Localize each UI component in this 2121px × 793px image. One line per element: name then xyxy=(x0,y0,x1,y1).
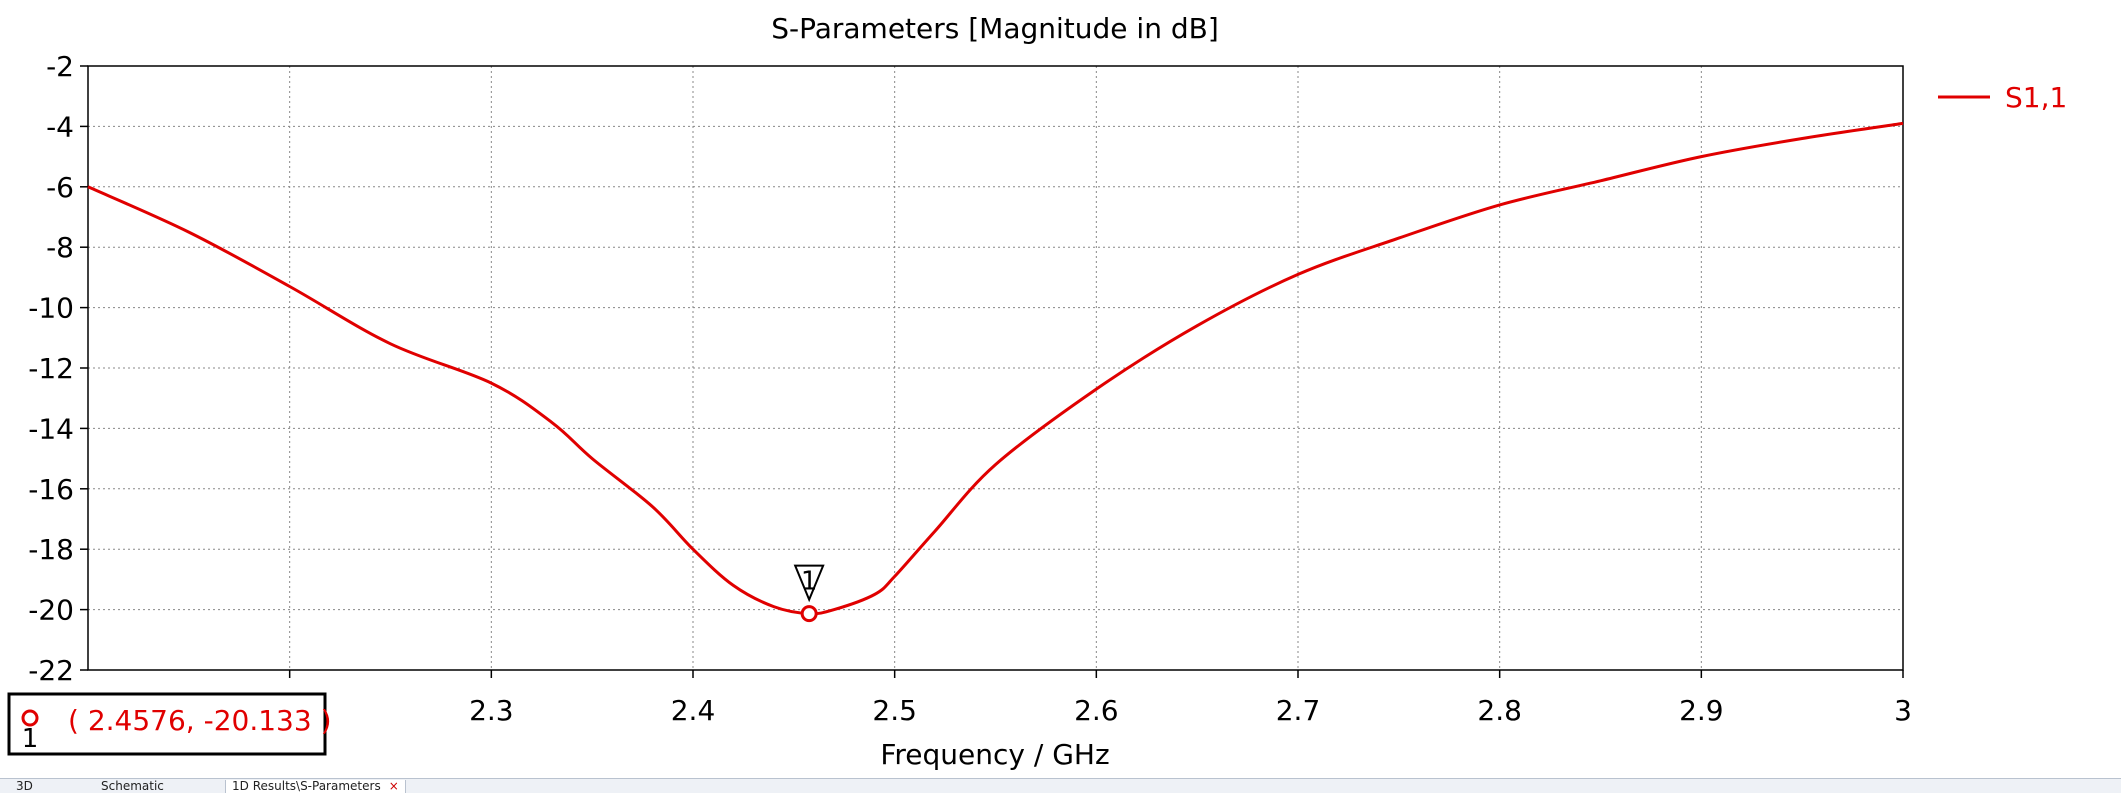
x-tick-label: 2.3 xyxy=(469,694,514,727)
x-tick-label: 3 xyxy=(1894,694,1912,727)
marker-flag-label: 1 xyxy=(801,567,818,597)
y-tick-label: -4 xyxy=(46,110,74,143)
marker-flag-icon xyxy=(793,564,825,603)
y-tick-label: -6 xyxy=(46,171,74,204)
series-group xyxy=(87,121,1904,616)
y-tick-label: -8 xyxy=(46,231,74,264)
chart-title: S-Parameters [Magnitude in dB] xyxy=(771,12,1219,45)
tab-3d[interactable]: 3D xyxy=(16,779,33,793)
readout-value: ( 2.4576, -20.133 ) xyxy=(68,704,332,737)
x-axis-label: Frequency / GHz xyxy=(880,738,1109,771)
plot-frame xyxy=(87,65,1904,671)
y-tick-label: -18 xyxy=(28,533,74,566)
readout-frame xyxy=(7,692,327,756)
legend-label: S1,1 xyxy=(2005,81,2067,114)
marker-group[interactable]: 1 xyxy=(793,564,825,623)
x-tick-label: 2.4 xyxy=(671,694,716,727)
x-tick-label: 2.8 xyxy=(1477,694,1522,727)
y-axis-ticks: -2 -4 -6 -8 -10 -12 -14 -16 -18 -20 -22 xyxy=(28,50,88,687)
tab-schematic[interactable]: Schematic xyxy=(101,779,164,793)
close-icon[interactable]: × xyxy=(388,779,399,793)
bottom-tab-bar: 3D Schematic 1D Results\S-Parameters × xyxy=(0,778,2121,793)
x-tick-label: 2.9 xyxy=(1679,694,1724,727)
marker-readout-box[interactable]: 1 ( 2.4576, -20.133 ) xyxy=(7,692,332,756)
y-tick-label: -22 xyxy=(28,654,74,687)
y-tick-label: -14 xyxy=(28,412,74,445)
y-tick-label: -20 xyxy=(28,594,74,627)
tab-s-parameters[interactable]: 1D Results\S-Parameters × xyxy=(225,780,406,793)
readout-index: 1 xyxy=(22,724,39,754)
series-line-s11 xyxy=(87,121,1904,616)
x-tick-label: 2.6 xyxy=(1074,694,1119,727)
marker-point[interactable] xyxy=(800,605,818,623)
x-tick-label: 2.7 xyxy=(1276,694,1321,727)
x-tick-label: 2.5 xyxy=(872,694,917,727)
y-tick-label: -2 xyxy=(46,50,74,83)
y-tick-label: -12 xyxy=(28,352,74,385)
tab-s-parameters-label: 1D Results\S-Parameters xyxy=(232,779,381,793)
legend[interactable]: S1,1 xyxy=(1938,81,2067,114)
x-axis-ticks: 2.22.32.42.52.62.72.82.93 xyxy=(267,670,1912,727)
y-tick-label: -16 xyxy=(28,473,74,506)
y-tick-label: -10 xyxy=(28,292,74,325)
readout-marker-icon xyxy=(21,709,39,727)
grid-lines xyxy=(88,65,1904,671)
